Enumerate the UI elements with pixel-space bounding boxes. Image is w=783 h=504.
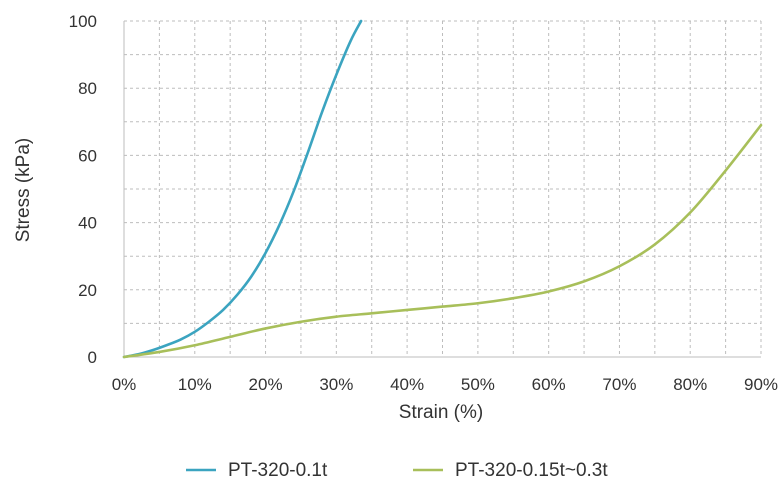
series-lines	[122, 19, 763, 359]
legend-item: PT-320-0.15t~0.3t	[413, 460, 608, 481]
x-tick-label: 60%	[532, 375, 566, 394]
y-axis-title: Stress (kPa)	[13, 138, 34, 243]
x-axis-title: Strain (%)	[399, 402, 483, 423]
x-tick-label: 40%	[390, 375, 424, 394]
y-tick-label: 100	[69, 12, 97, 31]
legend: PT-320-0.1t PT-320-0.15t~0.3t	[186, 460, 608, 481]
x-tick-label: 10%	[178, 375, 212, 394]
x-tick-label: 90%	[744, 375, 778, 394]
legend-item: PT-320-0.1t	[186, 460, 328, 481]
y-tick-label: 0	[88, 348, 97, 367]
x-tick-label: 70%	[602, 375, 636, 394]
legend-label: PT-320-0.1t	[228, 460, 328, 481]
series-2-line	[122, 123, 763, 359]
series-1-line	[122, 19, 363, 359]
x-tick-label: 80%	[673, 375, 707, 394]
x-tick-label: 0%	[112, 375, 137, 394]
x-tick-label: 50%	[461, 375, 495, 394]
x-tick-label: 20%	[249, 375, 283, 394]
axes	[123, 21, 761, 358]
y-tick-label: 40	[78, 214, 97, 233]
tick-labels: 0% 10% 20% 30% 40% 50% 60% 70% 80% 90% 0 20 40 60 80 10…	[69, 12, 778, 394]
y-tick-label: 80	[78, 79, 97, 98]
y-tick-label: 60	[78, 146, 97, 165]
grid-lines	[124, 20, 762, 357]
x-tick-label: 30%	[319, 375, 353, 394]
legend-label: PT-320-0.15t~0.3t	[455, 460, 608, 481]
y-tick-label: 20	[78, 281, 97, 300]
